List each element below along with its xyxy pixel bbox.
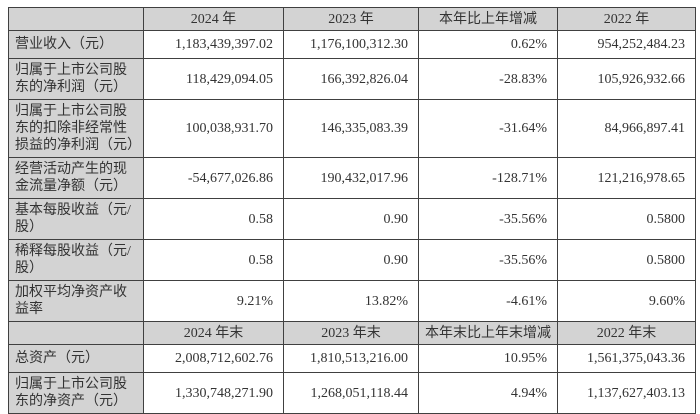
column-header-cell: 2023 年	[283, 7, 419, 31]
value-cell: -31.64%	[418, 99, 558, 158]
value-cell: 10.95%	[418, 344, 558, 373]
column-header-cell: 本年末比上年末增减	[418, 321, 558, 345]
table-row: 归属于上市公司股东的净利润（元） 118,429,094.05 166,392,82…	[8, 58, 696, 100]
value-cell: -54,677,026.86	[143, 157, 284, 199]
value-cell: 13.82%	[283, 280, 419, 322]
value-cell: 1,330,748,271.90	[143, 372, 284, 414]
row-label-cell: 加权平均净资产收益率	[8, 280, 144, 322]
row-label-cell: 总资产（元）	[8, 344, 144, 373]
header-row: 2024 年末 2023 年末 本年末比上年末增减 2022 年末	[8, 321, 696, 345]
value-cell: 1,137,627,403.13	[557, 372, 696, 414]
value-cell: 0.90	[283, 198, 419, 240]
table-row: 基本每股收益（元/股） 0.58 0.90 -35.56% 0.5800	[8, 198, 696, 240]
column-header-cell: 2024 年末	[143, 321, 284, 345]
table-row: 归属于上市公司股东的净资产（元） 1,330,748,271.90 1,268,05…	[8, 372, 696, 414]
row-label-cell: 归属于上市公司股东的扣除非经常性损益的净利润（元）	[8, 99, 144, 158]
table-row: 归属于上市公司股东的扣除非经常性损益的净利润（元） 100,038,931.70 1…	[8, 99, 696, 158]
value-cell: 1,183,439,397.02	[143, 30, 284, 59]
table-row: 总资产（元） 2,008,712,602.76 1,810,513,216.00 10…	[8, 344, 696, 373]
corner-header-cell	[8, 321, 144, 345]
value-cell: 1,268,051,118.44	[283, 372, 419, 414]
value-cell: 9.21%	[143, 280, 284, 322]
value-cell: 1,176,100,312.30	[283, 30, 419, 59]
column-header-cell: 2023 年末	[283, 321, 419, 345]
value-cell: 954,252,484.23	[557, 30, 696, 59]
value-cell: -35.56%	[418, 198, 558, 240]
value-cell: 2,008,712,602.76	[143, 344, 284, 373]
table-row: 加权平均净资产收益率 9.21% 13.82% -4.61% 9.60%	[8, 280, 696, 322]
row-label-cell: 稀释每股收益（元/股）	[8, 239, 144, 281]
column-header-cell: 2022 年	[557, 7, 696, 31]
value-cell: 84,966,897.41	[557, 99, 696, 158]
value-cell: 121,216,978.65	[557, 157, 696, 199]
value-cell: 190,432,017.96	[283, 157, 419, 199]
value-cell: -128.71%	[418, 157, 558, 199]
value-cell: 105,926,932.66	[557, 58, 696, 100]
row-label-cell: 归属于上市公司股东的净资产（元）	[8, 372, 144, 414]
column-header-cell: 2024 年	[143, 7, 284, 31]
value-cell: -28.83%	[418, 58, 558, 100]
row-label-cell: 归属于上市公司股东的净利润（元）	[8, 58, 144, 100]
value-cell: 1,561,375,043.36	[557, 344, 696, 373]
row-label-cell: 基本每股收益（元/股）	[8, 198, 144, 240]
value-cell: 9.60%	[557, 280, 696, 322]
value-cell: 100,038,931.70	[143, 99, 284, 158]
row-label-cell: 营业收入（元）	[8, 30, 144, 59]
value-cell: 166,392,826.04	[283, 58, 419, 100]
table-body: 2024 年 2023 年本年比上年增减 2022 年营业收入（元） 1,183,43…	[8, 7, 696, 414]
value-cell: 0.58	[143, 239, 284, 281]
table-row: 经营活动产生的现金流量净额（元） -54,677,026.86 190,432,01…	[8, 157, 696, 199]
value-cell: 0.58	[143, 198, 284, 240]
column-header-cell: 2022 年末	[557, 321, 696, 345]
value-cell: 0.90	[283, 239, 419, 281]
value-cell: 1,810,513,216.00	[283, 344, 419, 373]
value-cell: -4.61%	[418, 280, 558, 322]
value-cell: -35.56%	[418, 239, 558, 281]
value-cell: 4.94%	[418, 372, 558, 414]
value-cell: 118,429,094.05	[143, 58, 284, 100]
value-cell: 146,335,083.39	[283, 99, 419, 158]
column-header-cell: 本年比上年增减	[418, 7, 558, 31]
table-row: 稀释每股收益（元/股） 0.58 0.90 -35.56% 0.5800	[8, 239, 696, 281]
header-row: 2024 年 2023 年本年比上年增减 2022 年	[8, 7, 696, 31]
value-cell: 0.5800	[557, 239, 696, 281]
row-label-cell: 经营活动产生的现金流量净额（元）	[8, 157, 144, 199]
table-row: 营业收入（元） 1,183,439,397.02 1,176,100,312.30 0…	[8, 30, 696, 59]
value-cell: 0.5800	[557, 198, 696, 240]
financial-summary-table: 2024 年 2023 年本年比上年增减 2022 年营业收入（元） 1,183,43…	[8, 7, 696, 414]
corner-header-cell	[8, 7, 144, 31]
value-cell: 0.62%	[418, 30, 558, 59]
